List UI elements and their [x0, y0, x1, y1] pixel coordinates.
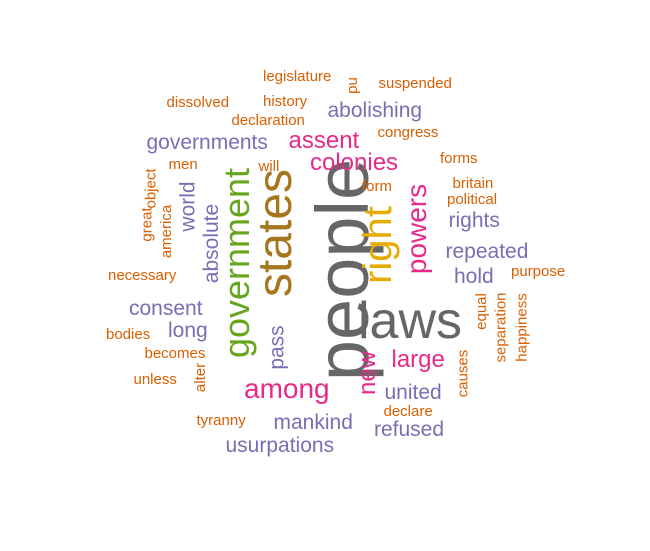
word-large: large: [391, 346, 445, 373]
word-rights: rights: [448, 208, 500, 232]
word-states: states: [249, 168, 303, 298]
word-abolishing: abolishing: [327, 98, 423, 122]
word-powers: powers: [401, 183, 433, 275]
word-britain: britain: [452, 174, 494, 192]
word-colonies: colonies: [310, 149, 399, 176]
word-usurpations: usurpations: [225, 433, 335, 457]
word-purpose: purpose: [511, 262, 566, 280]
word-suspended: suspended: [378, 74, 452, 92]
word-mankind: mankind: [273, 410, 353, 434]
word-among: among: [244, 373, 330, 404]
word-object: object: [142, 167, 160, 209]
word-repeated: repeated: [445, 239, 529, 263]
word-congress: congress: [377, 123, 439, 141]
word-becomes: becomes: [144, 344, 206, 362]
word-pu: pu: [343, 76, 361, 94]
word-alter: alter: [191, 362, 209, 392]
word-unless: unless: [133, 370, 177, 388]
word-happiness: happiness: [513, 292, 531, 362]
word-great: great: [138, 206, 156, 242]
word-consent: consent: [129, 296, 203, 320]
word-hold: hold: [454, 264, 494, 288]
word-refused: refused: [374, 417, 445, 441]
word-history: history: [263, 92, 308, 110]
word-assent: assent: [288, 127, 360, 154]
word-long: long: [168, 318, 208, 342]
word-separation: separation: [492, 291, 510, 363]
word-equal: equal: [472, 292, 490, 330]
word-legislature: legislature: [263, 67, 332, 85]
word-world: world: [176, 180, 200, 232]
word-government: government: [216, 167, 258, 359]
word-pass: pass: [265, 324, 289, 370]
word-necessary: necessary: [108, 266, 177, 284]
word-men: men: [168, 155, 198, 173]
word-will: will: [258, 157, 280, 175]
word-right: right: [355, 206, 400, 284]
word-form: form: [362, 177, 392, 195]
word-america: america: [157, 204, 175, 258]
word-governments: governments: [146, 130, 268, 154]
word-bodies: bodies: [106, 325, 151, 343]
word-declare: declare: [383, 402, 433, 420]
word-tyranny: tyranny: [196, 411, 246, 429]
word-absolute: absolute: [199, 203, 223, 283]
word-causes: causes: [454, 349, 472, 397]
word-dissolved: dissolved: [166, 93, 230, 111]
word-laws: laws: [358, 292, 463, 350]
word-new: new: [354, 350, 382, 396]
word-political: political: [447, 190, 498, 208]
word-declaration: declaration: [231, 111, 305, 129]
word-forms: forms: [440, 149, 478, 167]
word-united: united: [384, 380, 442, 404]
